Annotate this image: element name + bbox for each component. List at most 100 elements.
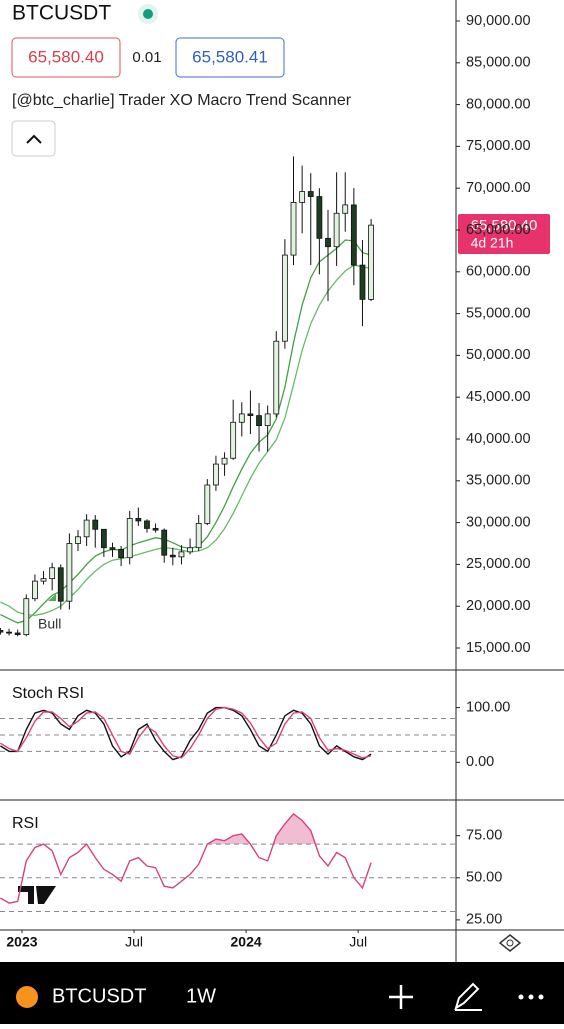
candle-body [256,415,262,427]
x-tick-label: 2023 [6,934,37,950]
candle-body [75,536,81,544]
indicator-line [0,706,372,759]
indicator-line [0,706,372,761]
candle-body [92,519,99,530]
y-tick-label: 75.00 [466,828,502,844]
y-tick-label: 60,000.00 [466,264,531,280]
y-tick-label: 100.00 [466,699,510,715]
candle-body [49,567,56,580]
more-icon[interactable] [528,994,534,1000]
y-tick-label: 15,000.00 [466,640,531,656]
add-icon[interactable] [389,985,413,1009]
candle-body [178,551,185,558]
indicator-line [0,812,372,904]
status-dot [143,9,153,19]
y-tick-label: 25.00 [466,912,502,928]
y-tick-label: 0.00 [466,754,494,770]
candle-body [32,580,38,600]
candle-body [316,196,323,239]
settings-icon[interactable] [506,939,514,947]
y-tick-label: 70,000.00 [466,180,531,196]
y-tick-label: 50.00 [466,870,502,886]
candle-body [247,413,254,416]
y-tick-label: 20,000.00 [466,598,531,614]
candle-body [14,632,21,636]
candle-body [213,463,219,486]
moving-average [0,239,372,624]
candle-body [273,340,280,415]
candle-body [57,567,64,602]
y-tick-label: 30,000.00 [466,514,531,530]
signal-marker [48,594,56,601]
ask-box[interactable] [175,37,285,78]
candle-body [238,413,245,423]
chevron-icon[interactable] [26,134,42,144]
candle-body [264,413,271,427]
candle-body [83,519,90,538]
last-price: 65,580.40 [471,217,538,234]
candle-body [333,212,340,248]
candle-body [342,204,349,214]
y-tick-label: 55,000.00 [466,305,531,321]
moving-average [0,264,372,617]
candle-body [100,528,107,549]
y-tick-label: 35,000.00 [466,473,531,489]
candle-body [161,529,168,556]
countdown: 4d 21h [471,235,514,251]
footer-symbol[interactable]: BTCUSDT [52,985,146,1007]
candle-body [359,264,366,300]
y-tick-label: 40,000.00 [466,431,531,447]
candle-body [307,191,314,197]
candle-body [221,457,228,465]
candle-body [126,518,133,559]
candle-body [195,523,202,549]
candle-body [169,554,176,558]
interval[interactable]: 1W [186,985,216,1007]
more-icon[interactable] [518,994,524,1000]
candle-body [281,254,288,342]
candle-body [66,543,73,602]
candle-body [144,520,150,529]
settings-icon[interactable] [498,934,522,952]
spread: 0.01 [132,49,161,66]
price-tag [458,214,550,254]
bid[interactable]: 65,580.40 [28,47,104,66]
panel [0,812,456,912]
panel [0,156,374,637]
bid-box[interactable] [11,37,121,78]
collapse-button[interactable] [11,120,56,157]
annotation: Bull [38,616,61,632]
y-tick-label: 45,000.00 [466,389,531,405]
candle-body [350,204,357,266]
ask[interactable]: 65,580.41 [192,47,268,66]
x-tick-label: Jul [349,934,367,950]
candle-body [230,421,237,459]
candle-body [6,631,12,634]
y-tick-label: 50,000.00 [466,347,531,363]
panel-title: Stoch RSI [12,685,84,702]
candle-body [325,237,331,248]
x-tick-label: 2024 [231,934,262,950]
logo [18,886,56,904]
candle-body [290,202,297,256]
candle-body [23,598,30,636]
symbol: BTCUSDT [12,2,111,25]
candle-body [152,528,159,531]
draw-icon[interactable] [454,982,482,1011]
y-tick-label: 65,000.00 [466,222,531,238]
candle-body [187,547,193,553]
more-icon[interactable] [538,994,544,1000]
coin-icon [16,986,38,1008]
candle-body [0,630,4,633]
candle-body [368,224,374,300]
bottom-bar [0,962,564,1024]
panel [0,706,456,761]
y-tick-label: 90,000.00 [466,13,531,29]
candle-body [135,518,142,522]
candle-body [204,484,211,524]
x-tick-label: Jul [125,934,143,950]
candle-body [118,548,125,559]
candle-body [40,578,47,582]
